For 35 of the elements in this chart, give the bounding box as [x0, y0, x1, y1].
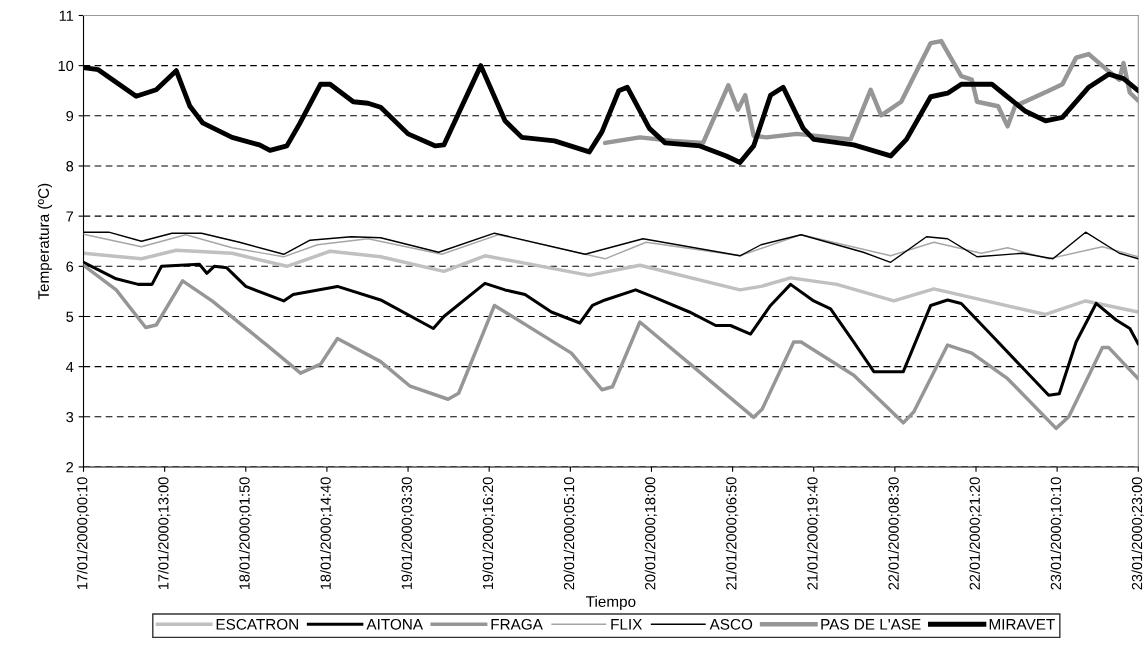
- x-tick-label: 19/01/2000;16:20: [482, 477, 495, 590]
- y-tick-label: 2: [66, 462, 74, 473]
- y-tick-label: 3: [66, 411, 74, 423]
- x-tick-label: 17/01/2000;00:10: [76, 477, 90, 590]
- legend-label: AITONA: [366, 618, 423, 630]
- x-tick-label: 18/01/2000;01:50: [238, 477, 252, 590]
- x-tick-label: 23/01/2000;23:00: [1131, 477, 1144, 590]
- y-tick-label: 8: [66, 161, 74, 172]
- x-tick-label: 19/01/2000;03:30: [401, 477, 414, 590]
- y-tick-label: 9: [66, 110, 74, 122]
- y-axis-title: Temperatura (ºC): [37, 183, 53, 300]
- legend-label: ESCATRON: [216, 618, 298, 630]
- x-tick-label: 21/01/2000;06:50: [725, 477, 739, 590]
- legend-label: ASCO: [709, 618, 753, 630]
- x-axis-title: Tiempo: [586, 595, 636, 611]
- y-tick-label: 5: [66, 311, 74, 322]
- x-tick-label: 17/01/2000;13:00: [157, 477, 171, 590]
- legend-label: FLIX: [611, 619, 643, 630]
- line-series: [83, 248, 1139, 317]
- line-series: [83, 260, 1139, 397]
- x-tick-label: 20/01/2000;05:10: [563, 477, 576, 590]
- y-tick-label: 7: [66, 211, 74, 222]
- x-tick-label: 22/01/2000;21:20: [969, 477, 982, 590]
- x-tick-label: 21/01/2000;19:40: [806, 477, 820, 590]
- legend-label: PAS DE L'ASE: [821, 618, 921, 630]
- legend-label: FRAGA: [491, 618, 543, 630]
- y-tick-label: 10: [58, 60, 74, 72]
- y-tick-label: 4: [66, 361, 74, 372]
- y-tick-label: 11: [59, 10, 74, 21]
- x-tick-label: 23/01/2000;10:10: [1050, 477, 1063, 590]
- x-tick-label: 18/01/2000;14:40: [320, 477, 333, 590]
- y-tick-label: 6: [66, 261, 74, 272]
- legend-label: MIRAVET: [989, 619, 1055, 630]
- x-tick-label: 22/01/2000;08:30: [888, 477, 901, 590]
- x-tick-label: 20/01/2000;18:00: [644, 477, 658, 590]
